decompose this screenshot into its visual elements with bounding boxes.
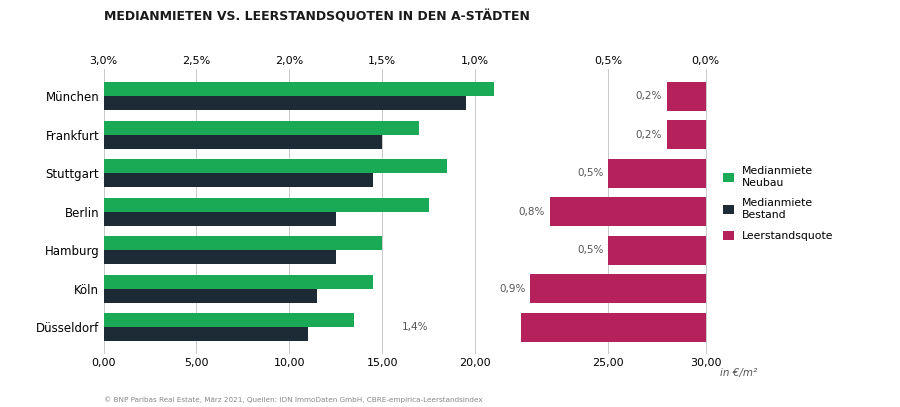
Bar <box>104 82 493 96</box>
Bar <box>608 236 706 265</box>
Bar <box>530 274 706 303</box>
Bar <box>667 81 706 111</box>
Text: in €/m²: in €/m² <box>720 368 757 379</box>
Bar <box>104 289 317 302</box>
Text: 0,8%: 0,8% <box>518 207 545 217</box>
Bar <box>104 96 465 110</box>
Bar <box>104 159 447 173</box>
Bar <box>104 236 382 250</box>
Bar <box>104 173 373 187</box>
Text: 0,2%: 0,2% <box>635 130 662 140</box>
Bar <box>433 313 706 342</box>
Legend: Medianmiete
Neubau, Medianmiete
Bestand, Leerstandsquote: Medianmiete Neubau, Medianmiete Bestand,… <box>723 166 833 241</box>
Text: 0,5%: 0,5% <box>577 245 604 255</box>
Bar <box>550 197 706 226</box>
Bar <box>104 313 355 327</box>
Text: 0,2%: 0,2% <box>635 91 662 101</box>
Bar <box>104 275 373 289</box>
Text: 1,4%: 1,4% <box>401 322 428 332</box>
Text: 0,5%: 0,5% <box>577 168 604 178</box>
Text: MEDIANMIETEN VS. LEERSTANDSQUOTEN IN DEN A-STÄDTEN: MEDIANMIETEN VS. LEERSTANDSQUOTEN IN DEN… <box>104 10 529 23</box>
Bar <box>104 135 382 149</box>
Bar <box>104 212 336 225</box>
Bar <box>104 250 336 264</box>
Text: 0,9%: 0,9% <box>500 284 526 293</box>
Text: © BNP Paribas Real Estate, März 2021, Quellen: IDN ImmoDaten GmbH, CBRE-empirica: © BNP Paribas Real Estate, März 2021, Qu… <box>104 396 482 403</box>
Bar <box>104 121 419 135</box>
Bar <box>104 198 428 212</box>
Bar <box>104 327 308 341</box>
Bar <box>608 159 706 188</box>
Bar <box>667 120 706 149</box>
